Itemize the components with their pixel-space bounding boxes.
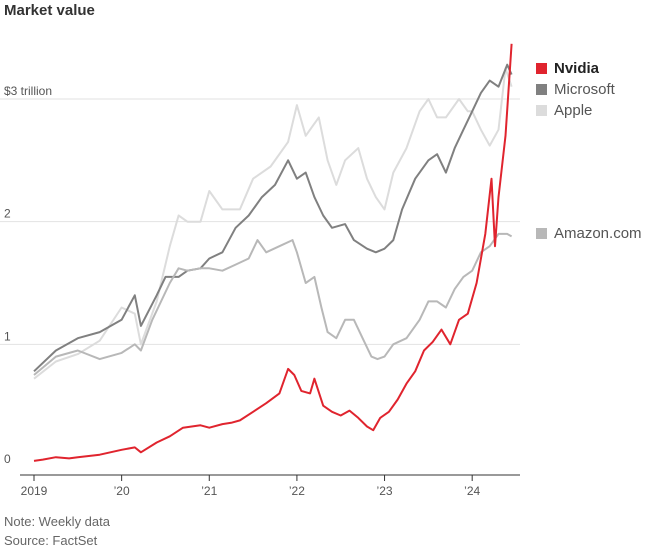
legend-swatch-microsoft	[536, 84, 547, 95]
y-tick-label-0: 0	[4, 452, 11, 466]
x-tick-label-4: ’23	[377, 484, 393, 498]
y-tick-label-1: 1	[4, 329, 11, 343]
x-tick-label-2: ’21	[201, 484, 217, 498]
series-line-microsoft	[33, 63, 513, 373]
legend-item-nvidia: Nvidia	[536, 60, 599, 77]
series-line-nvidia	[33, 43, 513, 462]
legend-swatch-nvidia	[536, 63, 547, 74]
series-line-apple	[33, 67, 513, 380]
legend-swatch-amazon	[536, 228, 547, 239]
legend-item-microsoft: Microsoft	[536, 81, 615, 98]
legend-item-amazon: Amazon.com	[536, 225, 642, 242]
chart-title: Market value	[4, 2, 95, 19]
x-tick-label-1: ’20	[114, 484, 130, 498]
series-line-amazon-com	[33, 232, 513, 376]
source-text: Source: FactSet	[4, 533, 98, 548]
legend-label-microsoft: Microsoft	[554, 81, 615, 98]
x-tick-label-5: ’24	[464, 484, 480, 498]
legend-swatch-apple	[536, 105, 547, 116]
x-tick-label-0: 2019	[21, 484, 48, 498]
y-tick-label-3: $3 trillion	[4, 84, 52, 98]
legend-item-apple: Apple	[536, 102, 592, 119]
legend-label-nvidia: Nvidia	[554, 60, 600, 77]
x-tick-label-3: ’22	[289, 484, 305, 498]
note-text: Note: Weekly data	[4, 514, 110, 529]
legend-label-apple: Apple	[554, 102, 593, 119]
legend-label-amazon: Amazon.com	[554, 225, 642, 242]
y-tick-label-2: 2	[4, 207, 11, 221]
